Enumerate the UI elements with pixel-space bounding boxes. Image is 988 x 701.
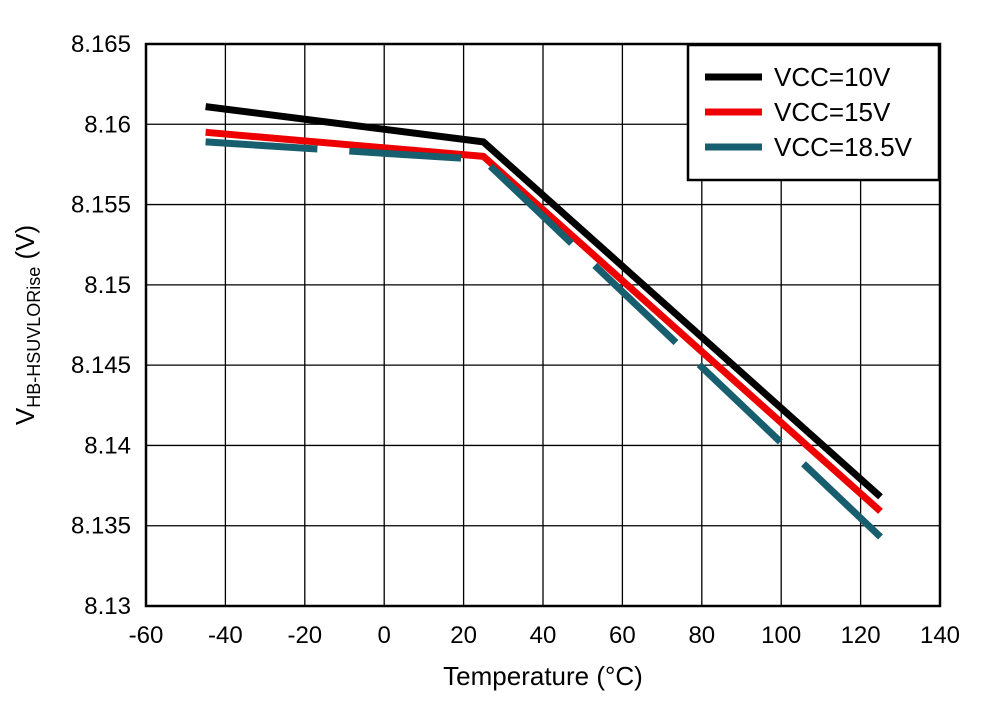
series-lines	[205, 103, 883, 540]
y-axis-title-unit: (V)	[10, 225, 40, 267]
x-tick-label: -20	[287, 622, 322, 649]
y-axis-title-subscript: HB-HSUVLORise	[24, 267, 44, 408]
x-tick-label: 0	[378, 622, 391, 649]
x-tick-label: 40	[530, 622, 557, 649]
x-tick-label: 100	[761, 622, 801, 649]
y-tick-label: 8.13	[84, 593, 131, 620]
y-tick-label: 8.165	[71, 31, 131, 58]
x-axis-title: Temperature (°C)	[443, 661, 643, 691]
x-tick-label: -60	[129, 622, 164, 649]
legend-label-3: VCC=18.5V	[774, 132, 913, 162]
x-axis-ticks: -60 -40 -20 0 20 40 60 80 100 120 140	[129, 622, 960, 649]
y-tick-label: 8.145	[71, 352, 131, 379]
y-axis-title-main: V	[10, 407, 40, 425]
x-tick-label: -40	[208, 622, 243, 649]
series-line-1	[205, 103, 883, 500]
series-line-3	[205, 138, 883, 540]
y-axis-title: VHB-HSUVLORise (V)	[10, 225, 44, 425]
legend: VCC=10V VCC=15V VCC=18.5V	[686, 43, 941, 182]
y-tick-label: 8.135	[71, 513, 131, 540]
series-line-2	[205, 128, 883, 514]
x-tick-label: 140	[920, 622, 960, 649]
y-tick-label: 8.155	[71, 192, 131, 219]
y-axis-ticks: 8.13 8.135 8.14 8.145 8.15 8.155 8.16 8.165	[71, 31, 131, 620]
y-tick-label: 8.16	[84, 111, 131, 138]
y-tick-label: 8.14	[84, 432, 131, 459]
y-tick-label: 8.15	[84, 272, 131, 299]
plot-frame	[144, 42, 942, 608]
legend-label-2: VCC=15V	[774, 97, 891, 127]
x-tick-label: 60	[609, 622, 636, 649]
x-tick-label: 120	[841, 622, 881, 649]
legend-label-1: VCC=10V	[774, 62, 891, 92]
x-tick-label: 20	[450, 622, 477, 649]
x-tick-label: 80	[688, 622, 715, 649]
